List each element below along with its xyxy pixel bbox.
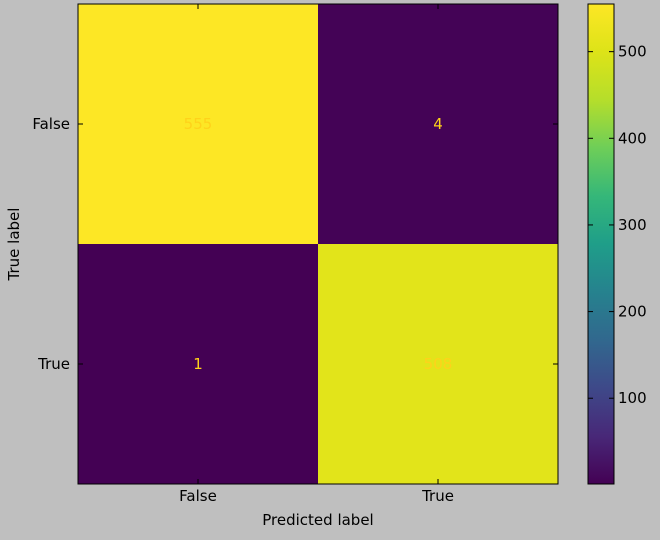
x-tick-label: True bbox=[421, 487, 454, 505]
cell-value-1-1: 508 bbox=[424, 355, 453, 373]
y-axis-ticks: False True bbox=[32, 115, 558, 373]
x-axis-ticks: False True bbox=[179, 4, 454, 505]
heatmap-cell-1-0 bbox=[78, 244, 318, 484]
colorbar-tick-label: 400 bbox=[618, 129, 647, 147]
colorbar-tick-label: 200 bbox=[618, 303, 647, 321]
colorbar-ticks: 100 200 300 400 500 bbox=[588, 43, 647, 407]
heatmap-cell-labels: 555 4 1 508 bbox=[184, 115, 453, 373]
cell-value-1-0: 1 bbox=[193, 355, 203, 373]
cell-value-0-1: 4 bbox=[433, 115, 443, 133]
y-tick-label: False bbox=[32, 115, 70, 133]
heatmap-cell-0-0 bbox=[78, 4, 318, 244]
colorbar-tick-label: 300 bbox=[618, 216, 647, 234]
colorbar-tick-label: 100 bbox=[618, 389, 647, 407]
y-tick-label: True bbox=[37, 355, 70, 373]
x-tick-label: False bbox=[179, 487, 217, 505]
cell-value-0-0: 555 bbox=[184, 115, 213, 133]
x-axis-label: Predicted label bbox=[262, 511, 373, 529]
plot-frame bbox=[77, 3, 559, 485]
y-axis-label: True label bbox=[5, 208, 23, 282]
heatmap-cell-1-1 bbox=[318, 244, 558, 484]
heatmap-cells bbox=[78, 4, 558, 484]
heatmap-cell-0-1 bbox=[318, 4, 558, 244]
colorbar bbox=[587, 3, 615, 485]
colorbar-tick-label: 500 bbox=[618, 43, 647, 61]
